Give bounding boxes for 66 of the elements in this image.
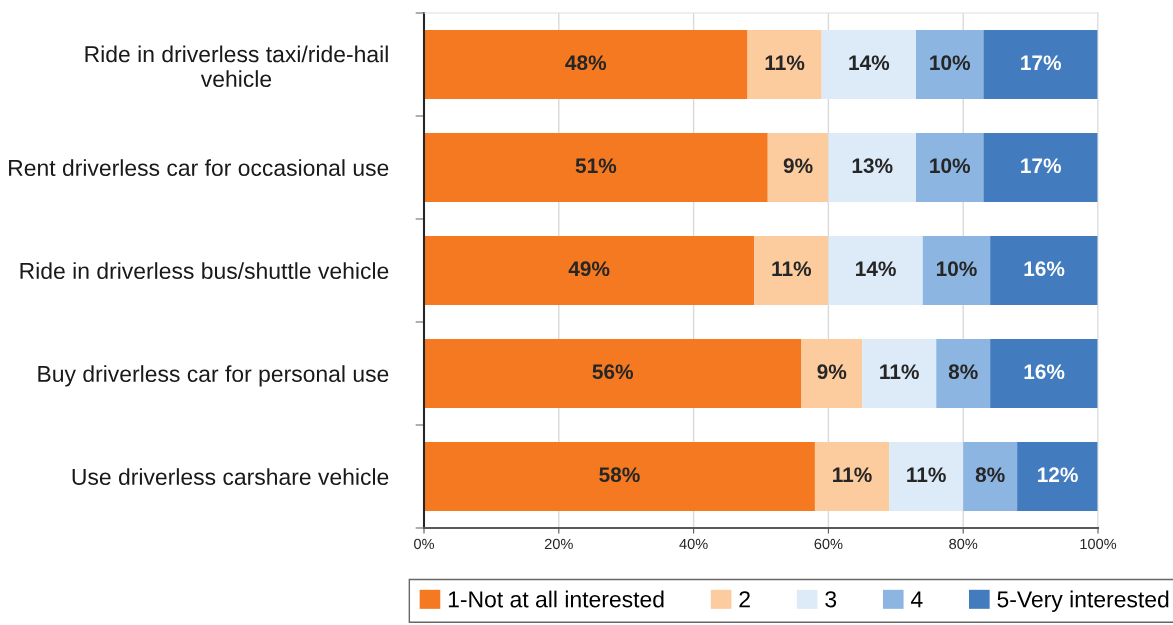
data-label: 48% — [565, 55, 607, 71]
data-label: 12% — [1038, 467, 1078, 483]
bar — [963, 442, 1018, 512]
bar — [916, 29, 984, 100]
legend-label: 2 — [739, 591, 750, 608]
data-label: 56% — [592, 364, 634, 380]
data-label: 8% — [975, 467, 1005, 483]
data-label: 17% — [1021, 158, 1062, 174]
x-tick-label: 40% — [679, 538, 708, 550]
y-tick-label: Ride in driverless bus/shuttle vehicle — [20, 262, 389, 280]
legend-label: 5-Very interested — [997, 590, 1169, 612]
bar — [801, 339, 863, 409]
legend-label: 3 — [825, 591, 837, 608]
data-label: 49% — [568, 261, 610, 277]
bar — [922, 236, 991, 306]
x-tick-label: 0% — [414, 538, 435, 550]
data-label: 13% — [852, 158, 893, 174]
bar — [747, 29, 822, 100]
data-label: 9% — [783, 158, 813, 174]
data-label: 10% — [936, 261, 977, 277]
x-tick-label: 80% — [949, 538, 978, 550]
y-tick-label: Rent driverless car for occasional use — [9, 159, 389, 177]
legend-label: 4 — [910, 591, 923, 608]
data-label: 14% — [849, 55, 890, 71]
bar — [916, 133, 984, 203]
y-tick-label: Use driverless carshare vehicle — [72, 468, 389, 486]
bar — [821, 29, 917, 100]
bar — [828, 236, 923, 306]
bar — [936, 339, 991, 409]
bar — [424, 339, 802, 409]
data-label: 16% — [1024, 364, 1065, 380]
legend-label: 1-Not at all interested — [448, 590, 664, 608]
bar — [862, 339, 937, 409]
data-label: 51% — [575, 158, 617, 174]
y-tick-label: Buy driverless car for personal use — [38, 365, 389, 387]
data-label: 17% — [1021, 55, 1062, 71]
bar — [1017, 442, 1098, 512]
data-label: 11% — [772, 261, 812, 277]
bar — [990, 339, 1098, 409]
bar — [983, 29, 1098, 100]
x-tick-label: 60% — [814, 538, 843, 550]
bar — [828, 133, 917, 203]
bar — [814, 442, 890, 512]
data-label: 9% — [817, 364, 847, 380]
bar — [424, 236, 755, 306]
bar — [990, 236, 1098, 306]
bar — [754, 236, 829, 306]
data-label: 10% — [930, 158, 971, 174]
data-label: 11% — [907, 467, 946, 483]
bar — [424, 442, 815, 512]
bar — [424, 133, 768, 203]
x-tick-label: 20% — [544, 538, 573, 550]
data-label: 11% — [765, 55, 805, 71]
bar — [983, 133, 1098, 203]
data-label: 14% — [856, 261, 896, 277]
bar — [424, 29, 748, 100]
data-label: 11% — [880, 364, 919, 380]
y-tick-label: Ride in driverless taxi/ride-hail vehicle — [85, 45, 388, 88]
data-label: 11% — [833, 467, 872, 483]
data-label: 58% — [599, 467, 640, 483]
data-label: 10% — [930, 55, 971, 71]
x-tick-label: 100% — [1080, 538, 1117, 550]
data-label: 8% — [948, 364, 978, 380]
bar — [889, 442, 964, 512]
bar — [767, 133, 829, 203]
data-label: 16% — [1024, 261, 1065, 277]
